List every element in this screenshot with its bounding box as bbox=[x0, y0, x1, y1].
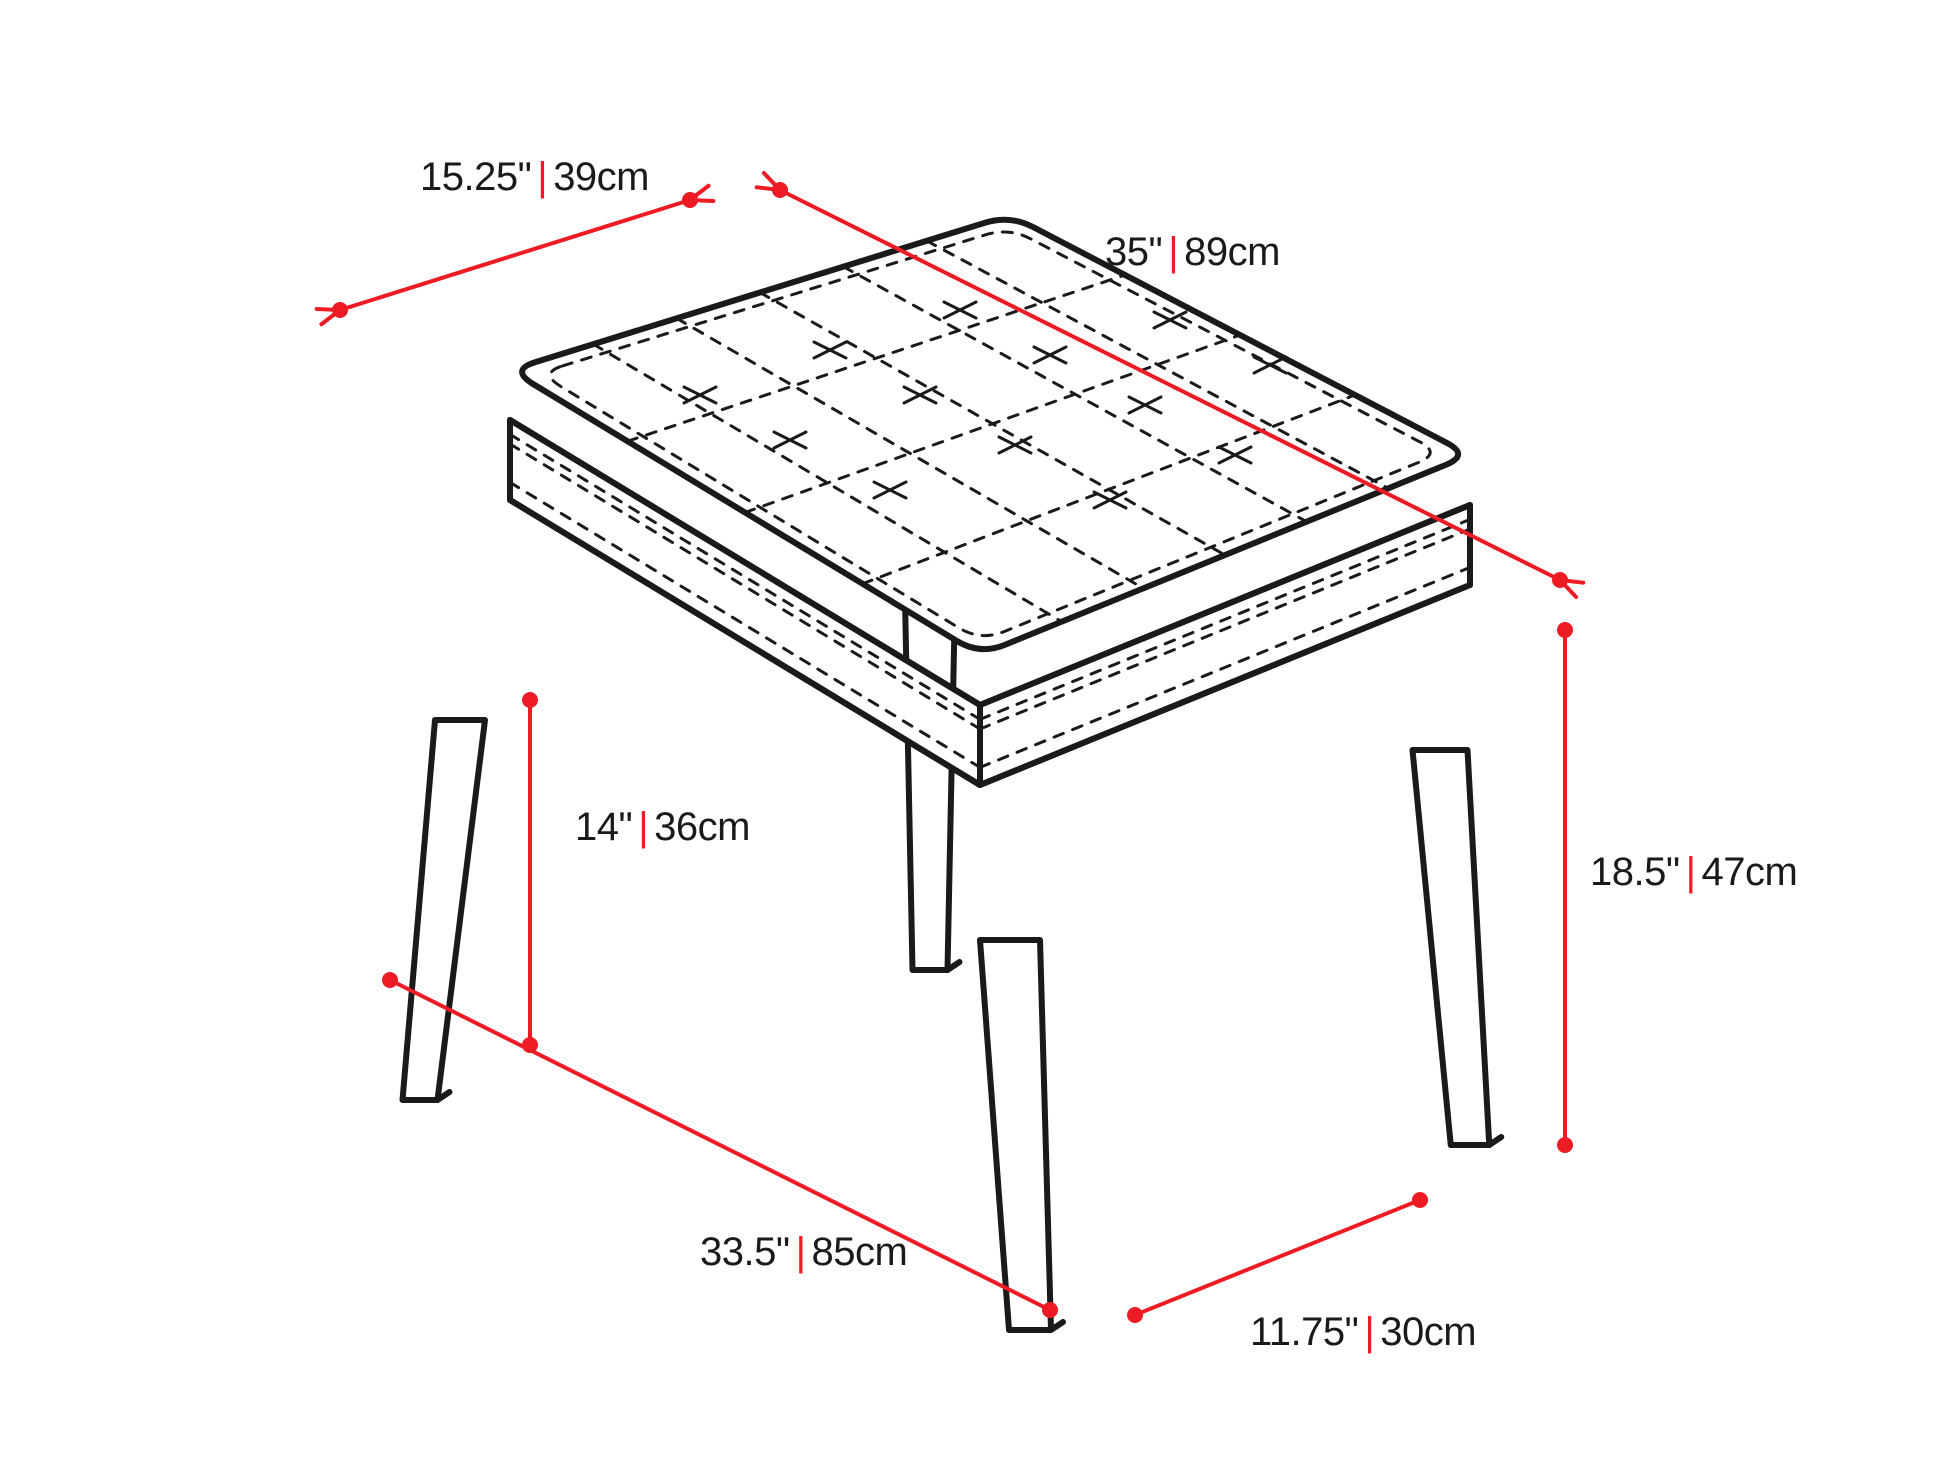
dim-label-side_between: 11.75"|30cm bbox=[1250, 1310, 1476, 1355]
dim-label-height_right: 18.5"|47cm bbox=[1590, 850, 1797, 895]
dim-inches: 18.5" bbox=[1590, 850, 1680, 894]
dim-label-leg_height: 14"|36cm bbox=[575, 805, 750, 850]
dim-separator: | bbox=[632, 805, 654, 849]
dim-cm: 47cm bbox=[1701, 850, 1797, 894]
dim-cm: 30cm bbox=[1380, 1310, 1476, 1354]
bench-drawing bbox=[0, 0, 1946, 1460]
dim-label-between_legs: 33.5"|85cm bbox=[700, 1230, 907, 1275]
dim-inches: 11.75" bbox=[1250, 1310, 1358, 1354]
dim-inches: 35" bbox=[1105, 230, 1162, 274]
dim-label-width_top: 35"|89cm bbox=[1105, 230, 1280, 275]
dim-cm: 89cm bbox=[1184, 230, 1280, 274]
dim-cm: 36cm bbox=[654, 805, 750, 849]
dim-separator: | bbox=[1358, 1310, 1380, 1354]
dim-label-depth_top: 15.25"|39cm bbox=[420, 155, 649, 200]
dim-inches: 15.25" bbox=[420, 155, 531, 199]
dim-separator: | bbox=[1680, 850, 1702, 894]
dim-separator: | bbox=[1162, 230, 1184, 274]
dim-separator: | bbox=[790, 1230, 812, 1274]
dim-inches: 33.5" bbox=[700, 1230, 790, 1274]
dim-separator: | bbox=[531, 155, 553, 199]
diagram-stage: 15.25"|39cm35"|89cm18.5"|47cm14"|36cm33.… bbox=[0, 0, 1946, 1460]
dim-inches: 14" bbox=[575, 805, 632, 849]
dim-cm: 39cm bbox=[553, 155, 649, 199]
dim-cm: 85cm bbox=[811, 1230, 907, 1274]
